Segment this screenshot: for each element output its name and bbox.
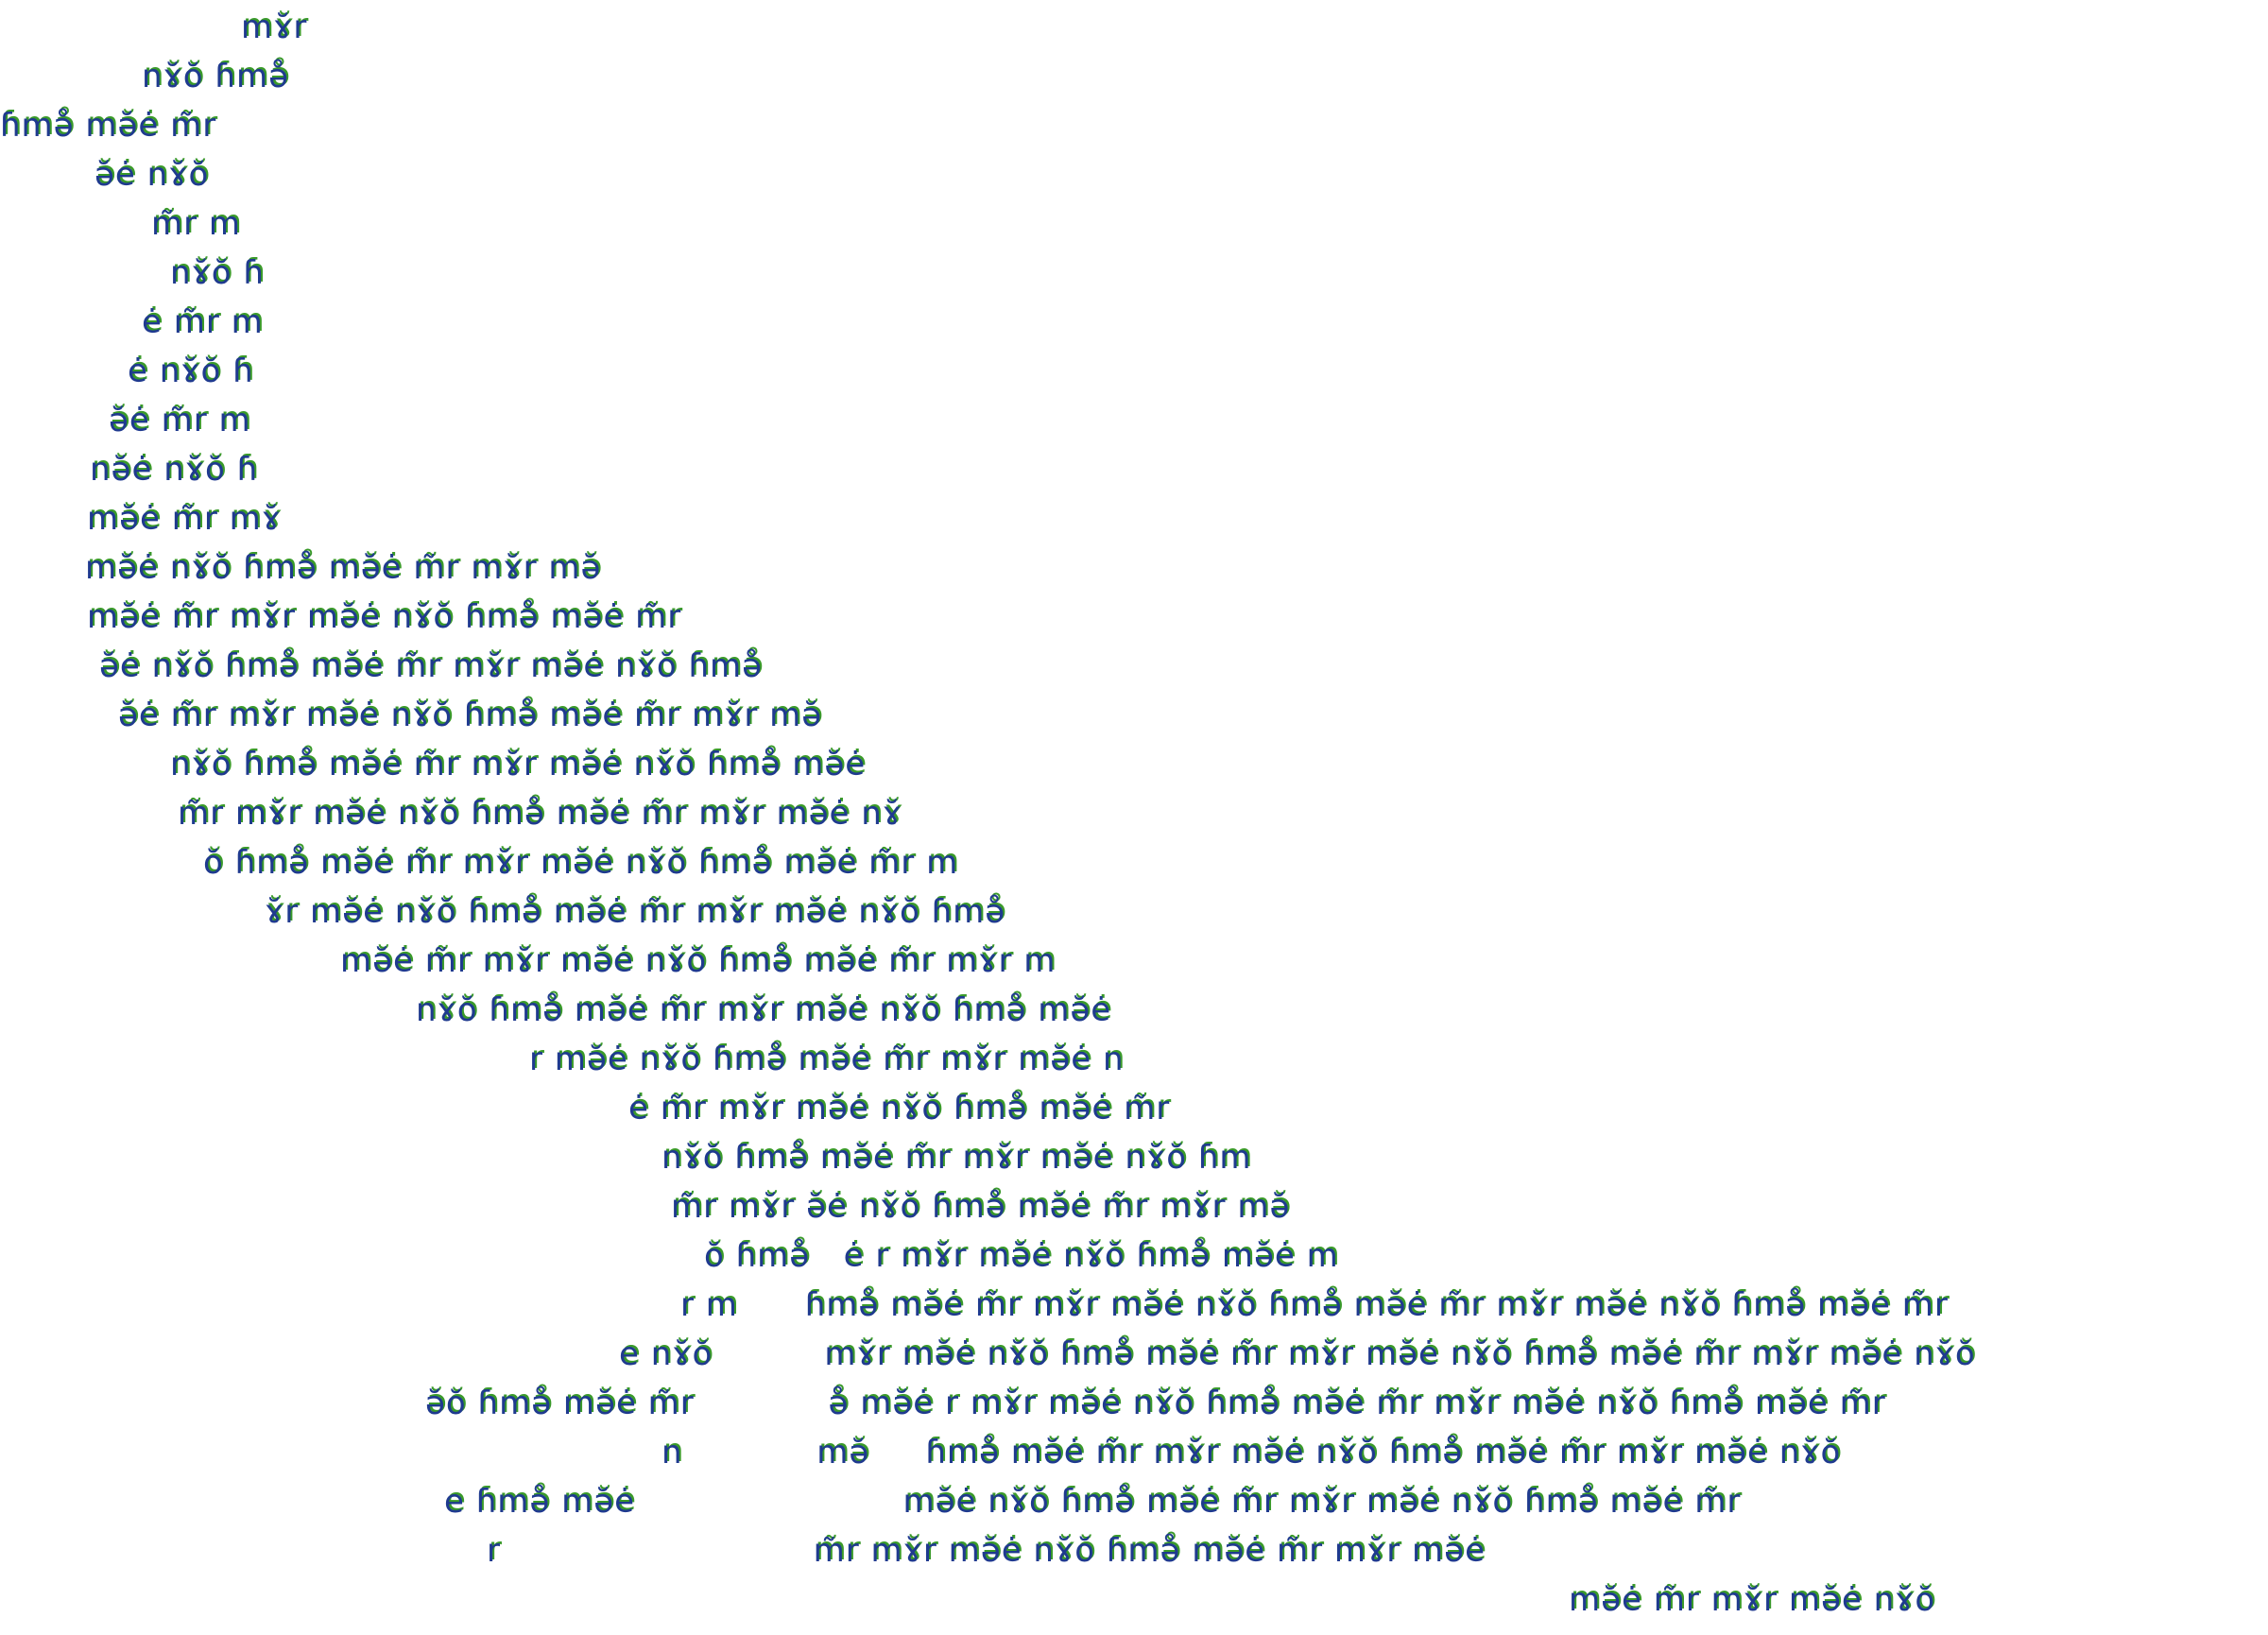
text-art-row: nə̆ė nɤ̆ŏ ɦ <box>90 451 259 489</box>
text-art-row: ə̆ė m̃r m <box>109 402 251 439</box>
text-art-row: mə̆ė m̃r mɤ̆r mə̆ė nɤ̆ŏ ɦmə̊ mə̆ė m̃r <box>87 598 682 636</box>
text-art-row: nɤ̆ŏ ɦ <box>170 254 265 292</box>
text-art-row: nɤ̆ŏ ɦmə̊ mə̆ė m̃r mɤ̆r mə̆ė nɤ̆ŏ ɦm <box>662 1139 1252 1177</box>
text-art-row: m̃r mɤ̆r mə̆ė nɤ̆ŏ ɦmə̊ mə̆ė m̃r mɤ̆r mə… <box>178 795 903 833</box>
text-art-row: nɤ̆ŏ ɦmə̊ <box>142 58 289 95</box>
text-art-row: r m̃r mɤ̆r mə̆ė nɤ̆ŏ ɦmə̊ mə̆ė m̃r mɤ̆r … <box>487 1532 1486 1570</box>
text-art-row: r m ɦmə̊ mə̆ė m̃r mɤ̆r mə̆ė nɤ̆ŏ ɦmə̊ mə… <box>680 1286 1949 1324</box>
text-art-row: mə̆ė m̃r mɤ̆r mə̆ė nɤ̆ŏ ɦmə̊ mə̆ė m̃r mɤ… <box>340 942 1057 980</box>
text-art-row: m̃r m <box>151 205 242 243</box>
text-art-row: n mə̆ ɦmə̊ mə̆ė m̃r mɤ̆r mə̆ė nɤ̆ŏ ɦmə̊ … <box>662 1434 1842 1472</box>
text-art-row: ə̆ŏ ɦmə̊ mə̆ė m̃r ə̊ mə̆ė r mɤ̆r mə̆ė nɤ… <box>425 1385 1886 1422</box>
text-art-row: ŏ ɦmə̊ ė r mɤ̆r mə̆ė nɤ̆ŏ ɦmə̊ mə̆ė m <box>704 1237 1339 1275</box>
text-art-row: e nɤ̆ŏ mɤ̆r mə̆ė nɤ̆ŏ ɦmə̊ mə̆ė m̃r mɤ̆r… <box>619 1335 1976 1373</box>
text-art-row: mə̆ė m̃r mɤ̆r mə̆ė nɤ̆ŏ <box>1569 1581 1936 1619</box>
text-art-row: ŏ ɦmə̊ mə̆ė m̃r mɤ̆r mə̆ė nɤ̆ŏ ɦmə̊ mə̆ė… <box>203 844 959 882</box>
text-art-row: mə̆ė m̃r mɤ̆ <box>87 500 283 538</box>
text-art-row: nɤ̆ŏ ɦmə̊ mə̆ė m̃r mɤ̆r mə̆ė nɤ̆ŏ ɦmə̊ m… <box>170 746 867 783</box>
text-art-row: mɤ̆r <box>241 9 308 46</box>
text-art-row: e ɦmə̊ mə̆ė mə̆ė nɤ̆ŏ ɦmə̊ mə̆ė m̃r mɤ̆r… <box>444 1483 1742 1521</box>
text-art-row: nɤ̆ŏ ɦmə̊ mə̆ė m̃r mɤ̆r mə̆ė nɤ̆ŏ ɦmə̊ m… <box>416 991 1112 1029</box>
text-art-row: ə̆ė nɤ̆ŏ <box>94 156 210 194</box>
text-art-row: r mə̆ė nɤ̆ŏ ɦmə̊ mə̆ė m̃r mɤ̆r mə̆ė n <box>529 1041 1125 1078</box>
text-art-row: ə̆ė nɤ̆ŏ ɦmə̊ mə̆ė m̃r mɤ̆r mə̆ė nɤ̆ŏ ɦm… <box>99 647 764 685</box>
text-art-row: ɦmə̊ mə̆ė m̃r <box>0 107 217 145</box>
text-art-row: ė m̃r mɤ̆r mə̆ė nɤ̆ŏ ɦmə̊ mə̆ė m̃r <box>628 1090 1171 1127</box>
text-art-row: ė nɤ̆ŏ ɦ <box>128 353 254 390</box>
text-art-row: ɤ̆r mə̆ė nɤ̆ŏ ɦmə̊ mə̆ė m̃r mɤ̆r mə̆ė nɤ… <box>265 893 1006 931</box>
text-art-row: ė m̃r m <box>142 303 264 341</box>
text-art-row: mə̆ė nɤ̆ŏ ɦmə̊ mə̆ė m̃r mɤ̆r mə̆ <box>85 549 602 587</box>
text-art-row: ə̆ė m̃r mɤ̆r mə̆ė nɤ̆ŏ ɦmə̊ mə̆ė m̃r mɤ̆… <box>118 697 823 734</box>
text-art-row: m̃r mɤ̆r ə̆ė nɤ̆ŏ ɦmə̊ mə̆ė m̃r mɤ̆r mə̆ <box>671 1188 1291 1226</box>
